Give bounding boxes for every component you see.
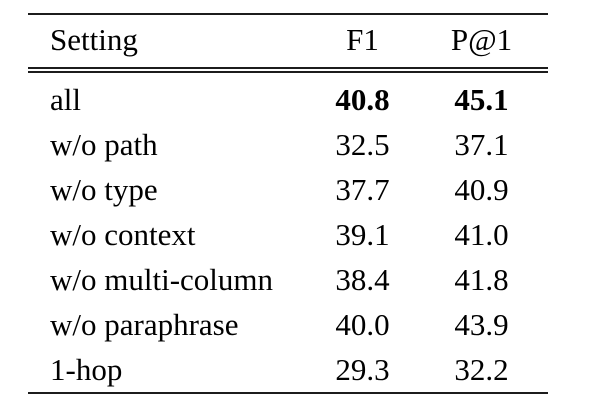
table-row: w/o type 37.7 40.9 bbox=[28, 167, 548, 212]
header-f1: F1 bbox=[346, 22, 379, 57]
cell-setting: w/o type bbox=[50, 172, 158, 207]
header-row: Setting F1 P@1 bbox=[28, 14, 548, 70]
cell-p-at-1: 43.9 bbox=[454, 307, 509, 342]
table-row: w/o multi-column 38.4 41.8 bbox=[28, 257, 548, 302]
cell-f1: 32.5 bbox=[335, 127, 390, 162]
cell-p-at-1: 37.1 bbox=[454, 127, 509, 162]
cell-setting: w/o paraphrase bbox=[50, 307, 239, 342]
cell-f1: 38.4 bbox=[335, 262, 390, 297]
table-row: w/o paraphrase 40.0 43.9 bbox=[28, 302, 548, 347]
cell-p-at-1: 40.9 bbox=[454, 172, 509, 207]
cell-p-at-1: 41.8 bbox=[454, 262, 509, 297]
cell-f1: 39.1 bbox=[335, 217, 390, 252]
cell-setting: w/o context bbox=[50, 217, 196, 252]
table-row: all 40.8 45.1 bbox=[28, 70, 548, 122]
table-body: all 40.8 45.1 w/o path 32.5 37.1 w/o typ… bbox=[28, 70, 548, 393]
header-p-at-1: P@1 bbox=[450, 22, 513, 57]
ablation-results-table: Setting F1 P@1 all 40.8 45.1 w/o path 32… bbox=[28, 13, 548, 394]
cell-f1: 40.8 bbox=[335, 82, 390, 117]
cell-p-at-1: 41.0 bbox=[454, 217, 509, 252]
cell-f1: 29.3 bbox=[335, 352, 390, 387]
cell-p-at-1: 32.2 bbox=[454, 352, 509, 387]
table-row: w/o path 32.5 37.1 bbox=[28, 122, 548, 167]
cell-setting: 1-hop bbox=[50, 352, 123, 387]
header-setting: Setting bbox=[50, 22, 138, 57]
cell-f1: 37.7 bbox=[335, 172, 390, 207]
table-row: 1-hop 29.3 32.2 bbox=[28, 347, 548, 393]
cell-setting: all bbox=[50, 82, 81, 117]
cell-f1: 40.0 bbox=[335, 307, 390, 342]
cell-setting: w/o path bbox=[50, 127, 158, 162]
cell-setting: w/o multi-column bbox=[50, 262, 274, 297]
cell-p-at-1: 45.1 bbox=[454, 82, 509, 117]
table-row: w/o context 39.1 41.0 bbox=[28, 212, 548, 257]
